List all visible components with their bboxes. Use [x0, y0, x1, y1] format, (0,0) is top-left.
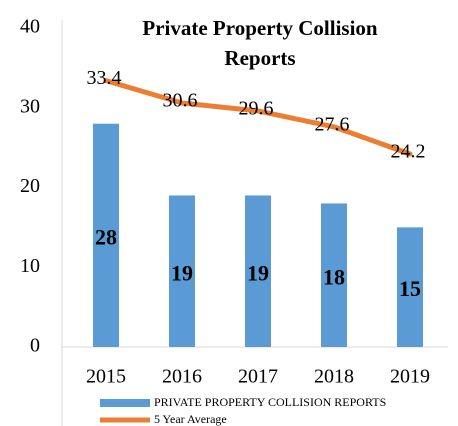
- data-label: 15: [399, 276, 421, 301]
- x-tick-label: 2017: [238, 366, 278, 388]
- y-tick-label: 40: [20, 16, 40, 38]
- y-tick-label: 30: [20, 95, 40, 117]
- legend-label: 5 Year Average: [154, 412, 227, 426]
- line: [103, 78, 413, 157]
- bar: [321, 203, 347, 347]
- x-tick-label: 2015: [86, 366, 126, 388]
- y-tick-label: 20: [20, 175, 40, 197]
- x-tick-label: 2016: [162, 366, 202, 388]
- y-tick-label: 0: [30, 335, 40, 357]
- data-label: 28: [95, 224, 117, 249]
- y-tick-label: 10: [20, 255, 40, 277]
- x-tick-label: 2019: [390, 366, 430, 388]
- data-label: 29.6: [239, 98, 274, 120]
- bar: [245, 195, 271, 347]
- bar: [93, 123, 119, 347]
- data-label: 27.6: [315, 113, 350, 135]
- data-label: 19: [247, 260, 269, 285]
- legend-swatch: [100, 399, 150, 407]
- data-label: 33.4: [87, 67, 122, 89]
- bar: [397, 227, 423, 347]
- data-label: 18: [323, 264, 345, 289]
- legend-label: PRIVATE PROPERTY COLLISION REPORTS: [154, 395, 386, 409]
- x-tick-label: 2018: [314, 366, 354, 388]
- chart-title: Private Property Collision Reports: [142, 16, 378, 70]
- bar: [169, 195, 195, 347]
- data-label: 19: [171, 260, 193, 285]
- data-label: 30.6: [163, 90, 198, 112]
- data-label: 24.2: [391, 141, 426, 163]
